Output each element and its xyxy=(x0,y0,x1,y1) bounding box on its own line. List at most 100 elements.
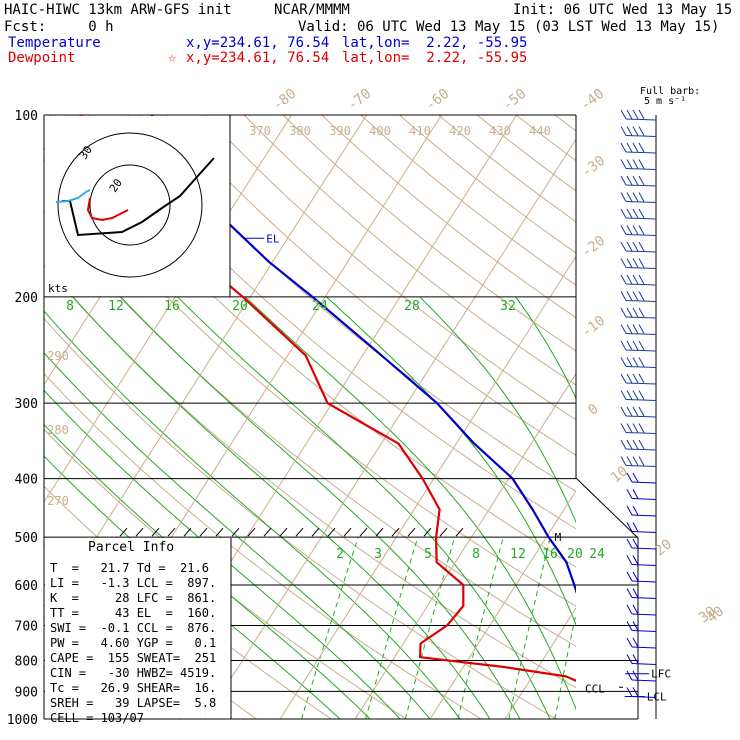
hash-mark xyxy=(279,527,288,537)
wind-barb-flag xyxy=(620,225,627,235)
wind-barb xyxy=(625,399,657,401)
wind-barb-flag xyxy=(626,142,633,153)
wind-barb-flag xyxy=(626,159,633,169)
wind-barb-flag xyxy=(632,208,639,219)
wind-barb-flag xyxy=(620,109,627,120)
wind-barb xyxy=(631,597,657,599)
hash-mark xyxy=(327,527,336,537)
hash-mark xyxy=(263,527,272,537)
wind-barb-flag xyxy=(626,604,633,615)
wind-barb-flag xyxy=(626,373,633,384)
wind-barb-flag xyxy=(632,175,639,186)
wind-barb-flag xyxy=(632,456,639,466)
wind-barb-flag xyxy=(626,324,633,334)
wind-barb-flag xyxy=(626,472,633,483)
wind-barb xyxy=(631,696,657,698)
isotherm-top-label: -70 xyxy=(345,86,375,114)
mixing-ratio-label: 8 xyxy=(472,547,480,562)
pressure-tick-label: 900 xyxy=(15,685,38,700)
hodograph-trace-mid xyxy=(86,197,129,222)
isotherm xyxy=(504,607,576,719)
wind-barb-flag xyxy=(626,274,633,285)
wind-barb-flag xyxy=(632,687,639,697)
pressure-tick-label: 500 xyxy=(15,531,38,546)
wind-barb-flag xyxy=(626,456,633,466)
wind-barb-flag xyxy=(620,340,627,351)
wind-barb xyxy=(631,630,657,632)
wind-barb-flag xyxy=(638,456,645,466)
mixing-ratio-label: 5 xyxy=(424,547,432,562)
mixing-ratio-line xyxy=(554,611,576,719)
wind-barb-flag xyxy=(632,390,639,400)
wind-barb-flag xyxy=(632,324,639,334)
mixing-ratio-label: 2 xyxy=(336,547,344,562)
theta-label: 370 xyxy=(249,124,271,138)
wind-barb-flag xyxy=(638,159,645,169)
wind-barb xyxy=(625,382,657,385)
org-label: NCAR/MMMM xyxy=(274,2,350,18)
wind-barb-flag xyxy=(620,373,627,384)
wind-barb-flag xyxy=(620,357,627,367)
dry-adiabat xyxy=(44,372,483,719)
wind-barb xyxy=(625,283,657,286)
wind-barb-flag xyxy=(632,291,639,301)
isotherm-side-label: -30 xyxy=(579,153,609,181)
forecast-hour: Fcst: 0 h xyxy=(4,19,114,35)
annotation-lcl: LCL xyxy=(647,690,667,703)
dry-adiabat xyxy=(204,115,576,421)
wind-barb xyxy=(625,184,657,187)
wind-barb-flag xyxy=(632,670,639,681)
isotherm-top-label: -50 xyxy=(500,86,530,114)
wind-barb-flag xyxy=(638,307,645,318)
dry-adiabat xyxy=(282,115,576,352)
hodograph-ring-inner xyxy=(89,164,171,246)
parcel-info-row: TT = 43 EL = 160. xyxy=(50,606,217,620)
isotherm xyxy=(429,489,576,719)
wind-barb-flag xyxy=(632,423,639,433)
mixing-ratio-line xyxy=(457,537,504,719)
wind-barb-flag xyxy=(638,406,645,417)
wind-barb-flag xyxy=(632,406,639,417)
hash-mark xyxy=(407,527,416,537)
wind-barb-flag xyxy=(638,192,645,202)
dewpoint-legend: Dewpoint xyxy=(8,50,76,66)
isotherm-side-label: 0 xyxy=(585,401,601,419)
wind-barb-flag xyxy=(626,687,633,697)
wind-barb-flag xyxy=(620,390,627,400)
wind-barb xyxy=(625,415,657,418)
dry-adiabat xyxy=(554,115,576,132)
wind-barb-flag xyxy=(638,241,645,252)
parcel-info-row: SWI = -0.1 CCL = 876. xyxy=(50,621,217,635)
wind-barb xyxy=(625,135,657,137)
hash-mark xyxy=(231,527,240,537)
wind-barb-flag xyxy=(620,159,627,169)
theta-label: 410 xyxy=(409,124,431,138)
wind-barb-flag xyxy=(632,538,639,549)
wind-barb-flag xyxy=(620,324,627,334)
parcel-info-row: PW = 4.60 YGP = 0.1 xyxy=(50,636,217,650)
wind-barb-flag xyxy=(620,142,627,153)
isotherm xyxy=(279,255,576,719)
wind-barb-flag xyxy=(632,225,639,235)
mixing-ratio-label: 20 xyxy=(567,547,583,562)
wind-barb-flag xyxy=(620,439,627,450)
temperature-profile xyxy=(150,115,576,594)
hodograph-trace-upper xyxy=(62,157,215,237)
hash-mark xyxy=(247,527,256,537)
parcel-info-row: K = 28 LFC = 861. xyxy=(50,591,217,605)
wind-barb-flag xyxy=(638,126,645,136)
wind-barb-flag xyxy=(632,274,639,285)
hash-mark xyxy=(343,527,352,537)
wind-barb-flag xyxy=(626,670,633,681)
mixing-ratio-label: 16 xyxy=(542,547,558,562)
isotherm-side-label: 10 xyxy=(608,463,631,486)
isotherm xyxy=(354,372,576,719)
wind-barb-flag xyxy=(632,505,639,516)
wind-barb-flag xyxy=(632,159,639,169)
wind-barb-flag xyxy=(632,142,639,153)
wind-barb-flag xyxy=(638,373,645,384)
parcel-info-row: CELL = 103/07 xyxy=(50,711,144,725)
mixing-ratio-label: 12 xyxy=(510,547,526,562)
wind-barb-flag xyxy=(626,538,633,549)
wind-barb-flag xyxy=(620,175,627,186)
